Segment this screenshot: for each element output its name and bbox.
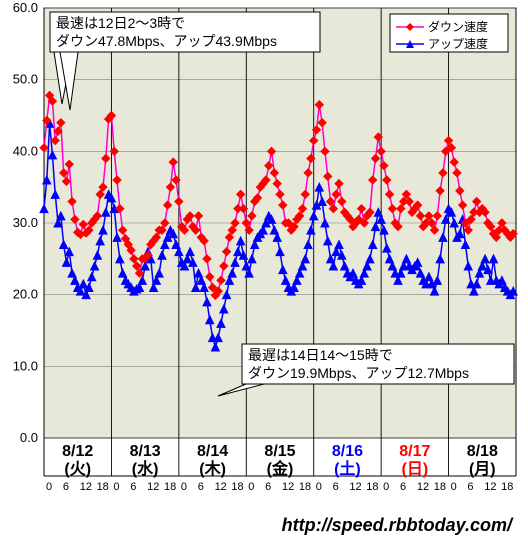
svg-text:18: 18: [231, 481, 243, 493]
svg-text:12: 12: [80, 481, 92, 493]
svg-text:ダウン速度: ダウン速度: [428, 19, 488, 34]
svg-text:最遅は14日14～15時で: 最遅は14日14～15時で: [248, 347, 393, 363]
svg-text:6: 6: [400, 481, 406, 493]
svg-text:12: 12: [147, 481, 159, 493]
svg-text:(土): (土): [334, 459, 361, 478]
svg-text:0: 0: [46, 481, 52, 493]
svg-text:0: 0: [316, 481, 322, 493]
svg-text:6: 6: [198, 481, 204, 493]
svg-text:8/12: 8/12: [62, 443, 93, 460]
svg-text:6: 6: [333, 481, 339, 493]
svg-text:0: 0: [383, 481, 389, 493]
svg-text:8/15: 8/15: [264, 443, 295, 460]
chart-svg: 0.010.020.030.040.050.060.00612180612180…: [0, 0, 528, 540]
svg-text:12: 12: [282, 481, 294, 493]
speed-chart: 0.010.020.030.040.050.060.00612180612180…: [0, 0, 528, 540]
svg-text:(火): (火): [64, 460, 91, 478]
svg-text:ダウン19.9Mbps、アップ12.7Mbps: ダウン19.9Mbps、アップ12.7Mbps: [248, 365, 469, 381]
svg-text:ダウン47.8Mbps、アップ43.9Mbps: ダウン47.8Mbps、アップ43.9Mbps: [56, 33, 277, 49]
svg-text:0.0: 0.0: [20, 430, 38, 445]
svg-text:12: 12: [215, 481, 227, 493]
svg-text:0: 0: [113, 481, 119, 493]
source-url: http://speed.rbbtoday.com/: [282, 515, 512, 536]
svg-text:10.0: 10.0: [13, 358, 38, 373]
svg-text:50.0: 50.0: [13, 72, 38, 87]
svg-text:6: 6: [467, 481, 473, 493]
svg-text:最速は12日2～3時で: 最速は12日2～3時で: [56, 15, 185, 31]
svg-text:18: 18: [97, 481, 109, 493]
svg-text:18: 18: [501, 481, 513, 493]
svg-text:12: 12: [349, 481, 361, 493]
svg-text:6: 6: [130, 481, 136, 493]
svg-text:12: 12: [417, 481, 429, 493]
svg-text:18: 18: [366, 481, 378, 493]
svg-text:12: 12: [484, 481, 496, 493]
svg-text:18: 18: [434, 481, 446, 493]
svg-text:18: 18: [164, 481, 176, 493]
svg-text:8/13: 8/13: [130, 443, 161, 460]
svg-text:18: 18: [299, 481, 311, 493]
svg-text:6: 6: [63, 481, 69, 493]
svg-text:8/14: 8/14: [197, 443, 228, 460]
svg-text:20.0: 20.0: [13, 287, 38, 302]
svg-text:8/16: 8/16: [332, 443, 363, 460]
svg-text:0: 0: [248, 481, 254, 493]
svg-text:(日): (日): [402, 460, 429, 478]
svg-text:60.0: 60.0: [13, 0, 38, 15]
svg-text:アップ速度: アップ速度: [428, 36, 488, 51]
svg-text:8/17: 8/17: [399, 443, 430, 460]
svg-text:(月): (月): [469, 460, 496, 478]
svg-text:(木): (木): [199, 459, 226, 478]
svg-text:6: 6: [265, 481, 271, 493]
svg-text:40.0: 40.0: [13, 143, 38, 158]
svg-text:8/18: 8/18: [467, 443, 498, 460]
svg-text:0: 0: [451, 481, 457, 493]
svg-text:(水): (水): [132, 459, 159, 478]
svg-text:(金): (金): [267, 459, 294, 478]
svg-text:30.0: 30.0: [13, 215, 38, 230]
svg-text:0: 0: [181, 481, 187, 493]
